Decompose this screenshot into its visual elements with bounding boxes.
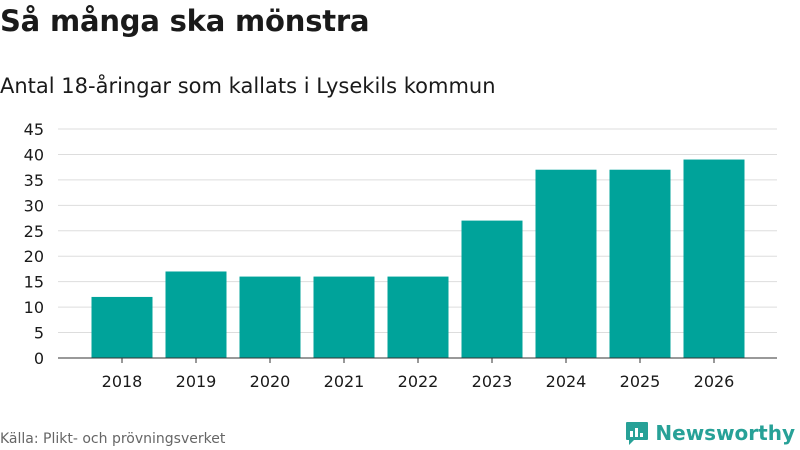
x-tick-label: 2026	[694, 372, 735, 391]
x-tick-label: 2020	[250, 372, 291, 391]
brand-logo: Newsworthy	[625, 420, 795, 446]
y-tick-label: 30	[24, 196, 44, 215]
y-tick-label: 10	[24, 298, 44, 317]
y-tick-label: 45	[24, 120, 44, 139]
bar-2023	[461, 220, 523, 358]
y-tick-label: 35	[24, 171, 44, 190]
x-tick-label: 2022	[398, 372, 439, 391]
x-tick-label: 2024	[546, 372, 587, 391]
bar-2024	[535, 169, 597, 358]
bar-2021	[313, 276, 375, 358]
newsworthy-logo-icon	[626, 422, 649, 445]
y-tick-label: 40	[24, 145, 44, 164]
x-tick-label: 2023	[472, 372, 513, 391]
y-tick-label: 25	[24, 222, 44, 241]
chart-subtitle: Antal 18-åringar som kallats i Lysekils …	[0, 74, 496, 98]
chart-title: Så många ska mönstra	[0, 4, 370, 38]
x-tick-label: 2019	[176, 372, 217, 391]
bars	[91, 159, 745, 358]
brand-name: Newsworthy	[655, 421, 795, 445]
x-axis-tick-labels: 2018 2019 2020 2021 2022 2023 2024 2025 2026	[102, 358, 735, 391]
x-tick-label: 2018	[102, 372, 143, 391]
x-tick-label: 2025	[620, 372, 661, 391]
y-tick-label: 5	[34, 324, 44, 343]
source-note: Källa: Plikt- och prövningsverket	[0, 431, 226, 447]
bar-2026	[683, 159, 745, 358]
bar-2018	[91, 296, 153, 358]
x-tick-label: 2021	[324, 372, 365, 391]
y-tick-label: 15	[24, 273, 44, 292]
y-axis-tick-labels: 0 5 10 15 20 25 30 35 40 45	[24, 120, 44, 368]
y-tick-label: 0	[34, 349, 44, 368]
bar-2022	[387, 276, 449, 358]
bar-2019	[165, 271, 227, 358]
bar-2025	[609, 169, 671, 358]
y-tick-label: 20	[24, 247, 44, 266]
bar-2020	[239, 276, 301, 358]
